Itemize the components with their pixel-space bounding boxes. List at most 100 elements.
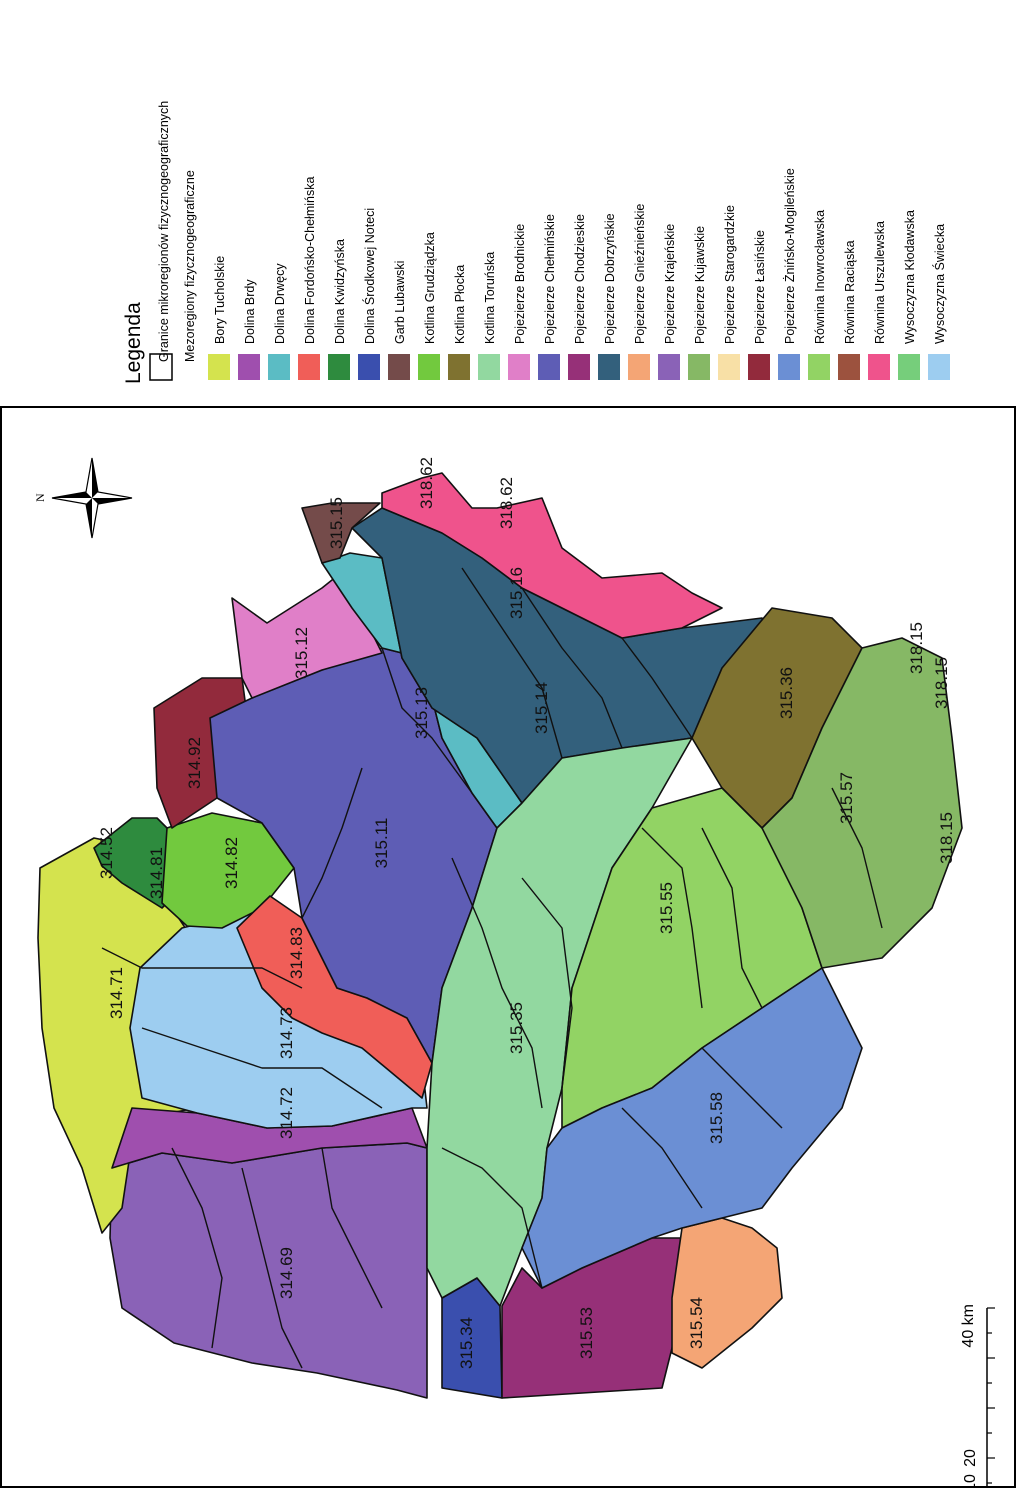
legend-item-label: Pojezierze Brodnickie — [513, 224, 527, 344]
legend-boundary-swatch — [149, 353, 173, 381]
map-regions — [37, 472, 963, 1399]
region-code-label: 315.12 — [292, 627, 311, 679]
map-subregion-lines — [101, 567, 883, 1369]
map-canvas: 314.69 314.71 314.72 314.73 314.81 314.82 314.… — [33, 457, 995, 1486]
legend-item-label: Pojezierze Dobrzyńskie — [603, 213, 617, 344]
legend-item-label: Kotlina Grudziądzka — [423, 232, 437, 344]
legend-item-label: Bory Tucholskie — [213, 256, 227, 344]
legend-title: Legenda — [122, 302, 145, 384]
scale-unit-label: 40 km — [960, 1304, 977, 1348]
scale-bar: 40 km 01020 — [960, 1304, 995, 1486]
legend-swatch — [868, 354, 890, 380]
legend-swatch — [628, 354, 650, 380]
region-code-label: 318.15 — [907, 622, 926, 674]
legend-swatch — [268, 354, 290, 380]
scale-tick-label: 10 — [962, 1474, 979, 1486]
region-code-label: 315.14 — [532, 682, 551, 734]
region-code-label: 315.54 — [687, 1297, 706, 1349]
north-label: N — [33, 493, 47, 502]
region-315-15[interactable] — [301, 502, 381, 564]
legend-item-label: Równina Raciąska — [843, 240, 857, 344]
north-arrow: N — [33, 457, 133, 539]
legend-item-label: Pojezierze Krajeńskie — [663, 224, 677, 344]
legend-swatch — [538, 354, 560, 380]
legend-swatch — [328, 354, 350, 380]
legend-item-label: Dolina Brdy — [243, 279, 257, 344]
region-code-label: 314.52 — [97, 827, 116, 879]
region-315-12[interactable] — [231, 567, 383, 699]
region-315-54[interactable] — [671, 1217, 783, 1369]
scale-tick-label: 20 — [962, 1449, 979, 1467]
legend-swatch — [898, 354, 920, 380]
legend-item-label: Pojezierze Starogardzkie — [723, 205, 737, 344]
legend-items: Bory Tucholskie Dolina Brdy Dolina Drwęcy D… — [208, 168, 950, 380]
map-labels: 314.69 314.71 314.72 314.73 314.81 314.82 314.… — [97, 457, 956, 1369]
legend-item-label: Pojezierze Chodzieskie — [573, 214, 587, 344]
legend-item-label: Pojezierze Łasińskie — [753, 230, 767, 344]
legend-item-label: Kotlina Płocka — [453, 265, 467, 344]
legend-boundary-label: Granice mikroregionów fizycznogeograficz… — [157, 101, 171, 362]
legend-swatch — [568, 354, 590, 380]
map-legend: Legenda Granice mikroregionów fizycznoge… — [122, 101, 950, 384]
region-code-label: 315.34 — [457, 1317, 476, 1369]
legend-swatch — [658, 354, 680, 380]
legend-swatch — [808, 354, 830, 380]
legend-swatch — [598, 354, 620, 380]
region-code-label: 315.57 — [837, 772, 856, 824]
legend-item-label: Wysoczyzna Kłodawska — [903, 210, 917, 344]
region-code-label: 315.36 — [777, 667, 796, 719]
legend-swatch — [778, 354, 800, 380]
region-code-label: 314.83 — [287, 927, 306, 979]
region-code-label: 314.73 — [277, 1007, 296, 1059]
legend-item-label: Pojezierze Żnińsko-Mogileńskie — [783, 168, 797, 344]
legend-swatch — [388, 354, 410, 380]
map-frame: 314.69 314.71 314.72 314.73 314.81 314.82 314.… — [0, 406, 1016, 1488]
region-code-label: 315.53 — [577, 1307, 596, 1359]
region-code-label: 315.35 — [507, 1002, 526, 1054]
legend-mezo-label: Mezoregiony fizycznogeograficzne — [183, 170, 197, 362]
legend-item-label: Wysoczyzna Świecka — [932, 224, 947, 344]
legend-swatch — [928, 354, 950, 380]
legend-item-label: Równina Inowrocławska — [813, 210, 827, 344]
legend-item-label: Pojezierze Kujawskie — [693, 226, 707, 344]
legend-swatch — [418, 354, 440, 380]
legend-swatch — [508, 354, 530, 380]
legend-item-label: Pojezierze Chełmińskie — [543, 214, 557, 344]
region-code-label: 314.81 — [147, 847, 166, 899]
legend-item-label: Dolina Kwidzyńska — [333, 239, 347, 344]
legend-item-label: Kotlina Toruńska — [483, 252, 497, 344]
legend-swatch — [748, 354, 770, 380]
legend-swatch — [208, 354, 230, 380]
legend-swatch — [838, 354, 860, 380]
legend-item-label: Dolina Drwęcy — [273, 263, 287, 344]
region-code-label: 314.72 — [277, 1087, 296, 1139]
legend-swatch — [718, 354, 740, 380]
region-code-label: 314.92 — [185, 737, 204, 789]
region-code-label: 315.15 — [327, 497, 346, 549]
region-code-label: 318.62 — [497, 477, 516, 529]
region-code-label: 315.11 — [372, 818, 391, 869]
region-315-16[interactable] — [381, 472, 723, 639]
legend-swatch — [238, 354, 260, 380]
legend-swatch — [298, 354, 320, 380]
legend-item-label: Równina Urszulewska — [873, 221, 887, 344]
legend-swatch — [358, 354, 380, 380]
region-code-label: 315.13 — [412, 687, 431, 739]
legend-swatch — [448, 354, 470, 380]
legend-swatch — [478, 354, 500, 380]
region-code-label: 315.55 — [657, 882, 676, 934]
region-314-69[interactable] — [109, 1142, 428, 1399]
legend-item-label: Garb Lubawski — [393, 261, 407, 344]
legend-item-label: Pojezierze Gnieźnieńskie — [633, 204, 647, 344]
legend-swatch — [688, 354, 710, 380]
region-code-label: 318.15 — [937, 812, 956, 864]
legend-item-label: Dolina Środkowej Noteci — [362, 208, 377, 344]
region-code-label: 318.15 — [932, 657, 951, 709]
region-code-label: 318.62 — [417, 457, 436, 509]
region-code-label: 314.71 — [107, 967, 126, 1019]
region-code-label: 315.16 — [507, 567, 526, 619]
region-code-label: 314.69 — [277, 1247, 296, 1299]
region-code-label: 315.58 — [707, 1092, 726, 1144]
legend-item-label: Dolina Fordońsko-Chełmińska — [303, 177, 317, 344]
region-code-label: 314.82 — [222, 837, 241, 889]
